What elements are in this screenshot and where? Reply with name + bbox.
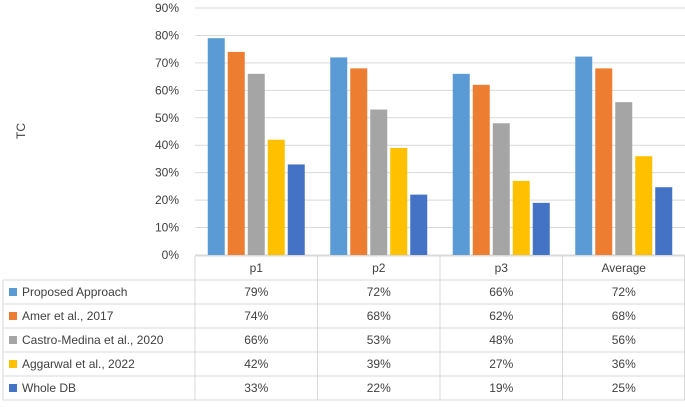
table-value-cell: 33%: [244, 381, 268, 395]
bar: [390, 147, 408, 255]
y-tick-label: 90%: [155, 1, 179, 15]
x-category-label: p2: [372, 261, 386, 275]
bar: [615, 102, 633, 255]
y-tick-label: 70%: [155, 56, 179, 70]
y-tick-label: 40%: [155, 138, 179, 152]
table-value-cell: 68%: [612, 309, 636, 323]
table-value-cell: 74%: [244, 309, 268, 323]
table-value-cell: 36%: [612, 357, 636, 371]
bar: [472, 84, 490, 255]
bar: [452, 73, 470, 255]
y-tick-label: 50%: [155, 111, 179, 125]
bar: [635, 156, 653, 255]
x-category-label: p3: [495, 261, 509, 275]
table-value-cell: 22%: [367, 381, 391, 395]
bar: [532, 202, 550, 255]
bar: [227, 51, 245, 256]
table-value-cell: 68%: [367, 309, 391, 323]
table-value-cell: 66%: [489, 285, 513, 299]
table-value-cell: 79%: [244, 285, 268, 299]
y-tick-label: 20%: [155, 193, 179, 207]
legend-key: [9, 312, 17, 320]
legend-key: [9, 288, 17, 296]
legend-key: [9, 360, 17, 368]
y-tick-label: 10%: [155, 221, 179, 235]
legend-series-name: Proposed Approach: [22, 285, 127, 299]
table-value-cell: 42%: [244, 357, 268, 371]
x-category-label: Average: [602, 261, 647, 275]
y-tick-label: 60%: [155, 83, 179, 97]
bar: [655, 187, 673, 255]
legend-series-name: Aggarwal et al., 2022: [22, 357, 135, 371]
y-axis-ticks: 0% 10% 20% 30% 40% 50% 60% 70% 80% 90%: [155, 1, 179, 262]
y-tick-label: 80%: [155, 28, 179, 42]
bar: [370, 109, 388, 256]
legend-series-name: Amer et al., 2017: [22, 309, 114, 323]
bar: [207, 38, 225, 255]
legend-key: [9, 336, 17, 344]
table-value-cell: 25%: [612, 381, 636, 395]
bar: [492, 123, 510, 256]
table-value-cell: 62%: [489, 309, 513, 323]
table-value-cell: 48%: [489, 333, 513, 347]
legend-series-name: Whole DB: [22, 381, 76, 395]
bar: [575, 56, 593, 256]
bar: [595, 68, 613, 255]
table-value-cell: 27%: [489, 357, 513, 371]
bars: [207, 38, 673, 256]
table-value-cell: 66%: [244, 333, 268, 347]
bar: [287, 164, 305, 255]
table-value-cell: 72%: [612, 285, 636, 299]
x-category-label: p1: [250, 261, 264, 275]
bar: [410, 194, 428, 255]
y-tick-label: 30%: [155, 166, 179, 180]
y-axis-label: TC: [14, 123, 28, 139]
bar: [512, 180, 530, 255]
legend-key: [9, 384, 17, 392]
table-value-cell: 39%: [367, 357, 391, 371]
table-value-cell: 56%: [612, 333, 636, 347]
table-value-cell: 19%: [489, 381, 513, 395]
bar: [350, 68, 368, 255]
table-value-cell: 53%: [367, 333, 391, 347]
bar: [267, 139, 285, 255]
bar: [247, 73, 265, 255]
data-table: p1 p2 p3 Average Proposed Approach 79% 72% 66% 7…: [2, 255, 685, 401]
bar: [330, 57, 348, 256]
legend-series-name: Castro-Medina et al., 2020: [22, 333, 164, 347]
y-tick-label: 0%: [162, 248, 180, 262]
table-value-cell: 72%: [367, 285, 391, 299]
